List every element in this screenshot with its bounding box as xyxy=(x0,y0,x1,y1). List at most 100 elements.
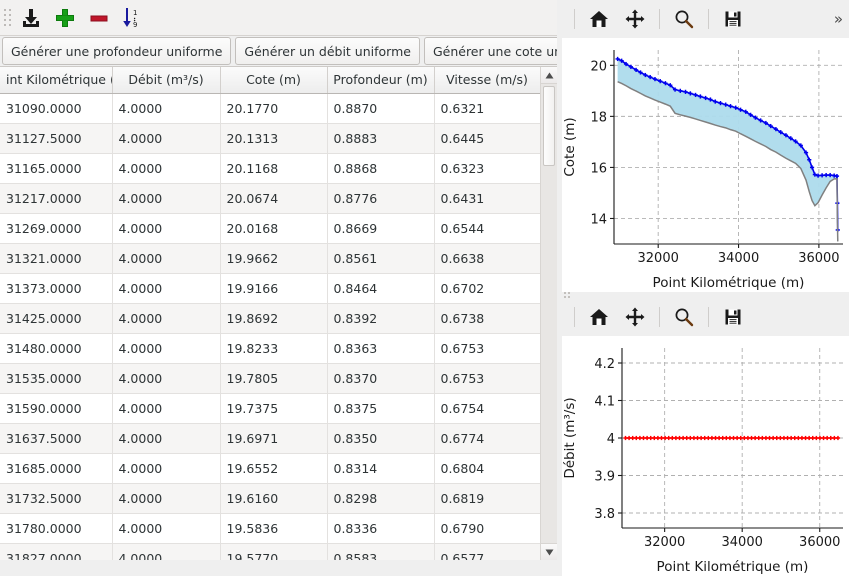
table-cell[interactable]: 4.0000 xyxy=(112,243,221,274)
table-cell[interactable]: 31637.5000 xyxy=(0,423,113,454)
table-row[interactable]: 31165.0000 4.0000 20.1168 0.8868 0.6323 xyxy=(0,153,540,184)
table-cell[interactable]: 0.8363 xyxy=(327,333,435,364)
table-cell[interactable]: 31535.0000 xyxy=(0,363,113,394)
table-cell[interactable]: 0.8392 xyxy=(327,303,435,334)
table-cell[interactable]: 20.1770 xyxy=(220,93,328,124)
generate-uniform-depth-button[interactable]: Générer une profondeur uniforme xyxy=(2,37,232,65)
save-icon[interactable] xyxy=(715,302,751,332)
column-header-debit[interactable]: Débit (m³/s) xyxy=(112,67,221,94)
import-icon[interactable] xyxy=(14,2,48,34)
table-cell[interactable]: 20.1168 xyxy=(220,153,328,184)
table-cell[interactable]: 31732.5000 xyxy=(0,483,113,514)
table-cell[interactable]: 0.8298 xyxy=(327,483,435,514)
column-header-vitesse[interactable]: Vitesse (m/s) xyxy=(434,67,540,94)
table-row[interactable]: 31269.0000 4.0000 20.0168 0.8669 0.6544 xyxy=(0,213,540,244)
table-row[interactable]: 31127.5000 4.0000 20.1313 0.8883 0.6445 xyxy=(0,123,540,154)
table-row[interactable]: 31827.0000 4.0000 19.5770 0.8583 0.6577 xyxy=(0,543,540,560)
zoom-icon[interactable] xyxy=(666,4,702,34)
table-cell[interactable]: 4.0000 xyxy=(112,363,221,394)
table-cell[interactable]: 4.0000 xyxy=(112,153,221,184)
table-cell[interactable]: 31165.0000 xyxy=(0,153,113,184)
table-cell[interactable]: 0.8561 xyxy=(327,243,435,274)
table-cell[interactable]: 0.6790 xyxy=(434,513,540,544)
table-row[interactable]: 31090.0000 4.0000 20.1770 0.8870 0.6321 xyxy=(0,93,540,124)
table-cell[interactable]: 4.0000 xyxy=(112,483,221,514)
sort-descending-icon[interactable]: 1 9 xyxy=(116,2,150,34)
save-icon[interactable] xyxy=(715,4,751,34)
toolbar-drag-handle[interactable] xyxy=(2,5,12,31)
table-cell[interactable]: 4.0000 xyxy=(112,543,221,560)
table-cell[interactable]: 0.6638 xyxy=(434,243,540,274)
table-row[interactable]: 31535.0000 4.0000 19.7805 0.8370 0.6753 xyxy=(0,363,540,394)
table-cell[interactable]: 31685.0000 xyxy=(0,453,113,484)
table-cell[interactable]: 0.8883 xyxy=(327,123,435,154)
table-cell[interactable]: 4.0000 xyxy=(112,183,221,214)
table-cell[interactable]: 4.0000 xyxy=(112,423,221,454)
table-cell[interactable]: 0.6321 xyxy=(434,93,540,124)
toolbar-overflow-button[interactable]: » xyxy=(833,9,843,28)
table-row[interactable]: 31321.0000 4.0000 19.9662 0.8561 0.6638 xyxy=(0,243,540,274)
table-cell[interactable]: 4.0000 xyxy=(112,393,221,424)
table-cell[interactable]: 31090.0000 xyxy=(0,93,113,124)
table-cell[interactable]: 19.8692 xyxy=(220,303,328,334)
table-cell[interactable]: 0.6753 xyxy=(434,333,540,364)
table-cell[interactable]: 20.0674 xyxy=(220,183,328,214)
table-row[interactable]: 31480.0000 4.0000 19.8233 0.8363 0.6753 xyxy=(0,333,540,364)
table-scroll-area[interactable]: int Kilométrique ( Débit (m³/s) Cote (m)… xyxy=(0,67,540,560)
table-cell[interactable]: 19.5836 xyxy=(220,513,328,544)
table-cell[interactable]: 0.6738 xyxy=(434,303,540,334)
table-cell[interactable]: 0.6819 xyxy=(434,483,540,514)
table-cell[interactable]: 0.6323 xyxy=(434,153,540,184)
table-cell[interactable]: 31480.0000 xyxy=(0,333,113,364)
column-header-cote[interactable]: Cote (m) xyxy=(220,67,328,94)
pan-icon[interactable] xyxy=(617,302,653,332)
table-cell[interactable]: 0.6804 xyxy=(434,453,540,484)
table-cell[interactable]: 0.6702 xyxy=(434,273,540,304)
home-icon[interactable] xyxy=(581,4,617,34)
table-row[interactable]: 31780.0000 4.0000 19.5836 0.8336 0.6790 xyxy=(0,513,540,544)
table-cell[interactable]: 19.6160 xyxy=(220,483,328,514)
table-cell[interactable]: 19.5770 xyxy=(220,543,328,560)
table-cell[interactable]: 31269.0000 xyxy=(0,213,113,244)
table-cell[interactable]: 19.7375 xyxy=(220,393,328,424)
table-cell[interactable]: 19.6552 xyxy=(220,453,328,484)
scroll-down-arrow-icon[interactable] xyxy=(541,543,557,560)
pan-icon[interactable] xyxy=(617,4,653,34)
table-cell[interactable]: 0.6754 xyxy=(434,393,540,424)
table-cell[interactable]: 0.8583 xyxy=(327,543,435,560)
table-cell[interactable]: 4.0000 xyxy=(112,303,221,334)
table-cell[interactable]: 19.7805 xyxy=(220,363,328,394)
table-cell[interactable]: 0.6577 xyxy=(434,543,540,560)
table-cell[interactable]: 31217.0000 xyxy=(0,183,113,214)
table-cell[interactable]: 0.6544 xyxy=(434,213,540,244)
table-row[interactable]: 31685.0000 4.0000 19.6552 0.8314 0.6804 xyxy=(0,453,540,484)
table-cell[interactable]: 31425.0000 xyxy=(0,303,113,334)
table-cell[interactable]: 19.6971 xyxy=(220,423,328,454)
table-cell[interactable]: 19.9166 xyxy=(220,273,328,304)
remove-icon[interactable] xyxy=(82,2,116,34)
table-cell[interactable]: 31373.0000 xyxy=(0,273,113,304)
table-cell[interactable]: 0.6774 xyxy=(434,423,540,454)
scroll-up-arrow-icon[interactable] xyxy=(541,67,557,84)
table-cell[interactable]: 4.0000 xyxy=(112,333,221,364)
table-cell[interactable]: 0.6445 xyxy=(434,123,540,154)
table-cell[interactable]: 31590.0000 xyxy=(0,393,113,424)
table-row[interactable]: 31373.0000 4.0000 19.9166 0.8464 0.6702 xyxy=(0,273,540,304)
table-cell[interactable]: 31827.0000 xyxy=(0,543,113,560)
column-header-profondeur[interactable]: Profondeur (m) xyxy=(327,67,435,94)
table-cell[interactable]: 20.1313 xyxy=(220,123,328,154)
scrollbar-thumb[interactable] xyxy=(543,86,555,166)
table-cell[interactable]: 4.0000 xyxy=(112,513,221,544)
generate-uniform-flow-button[interactable]: Générer un débit uniforme xyxy=(235,37,420,65)
vertical-splitter[interactable] xyxy=(557,0,562,576)
column-header-pk[interactable]: int Kilométrique ( xyxy=(0,67,113,94)
table-cell[interactable]: 0.8870 xyxy=(327,93,435,124)
table-cell[interactable]: 0.8868 xyxy=(327,153,435,184)
table-cell[interactable]: 19.8233 xyxy=(220,333,328,364)
table-cell[interactable]: 31321.0000 xyxy=(0,243,113,274)
debit-chart-canvas[interactable]: 3.8 3.9 4 4.1 4.2 32000 34000 36000 Point Kilomé… xyxy=(562,336,849,576)
table-cell[interactable]: 4.0000 xyxy=(112,273,221,304)
add-icon[interactable] xyxy=(48,2,82,34)
table-cell[interactable]: 0.8669 xyxy=(327,213,435,244)
home-icon[interactable] xyxy=(581,302,617,332)
